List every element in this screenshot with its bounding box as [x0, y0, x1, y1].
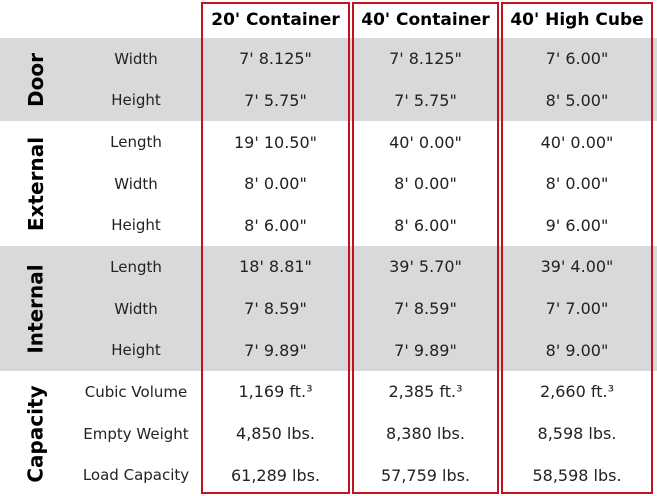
value-cell: 7' 8.59" — [244, 299, 307, 319]
value-cell: 8' 6.00" — [244, 215, 307, 235]
group-label-text: Door — [23, 52, 48, 107]
value-cell: 8' 6.00" — [394, 215, 457, 235]
value-cell: 7' 8.125" — [239, 49, 312, 69]
group-label-text: Capacity — [24, 384, 49, 483]
group-label-text: Internal — [24, 263, 49, 354]
value-cell: 39' 5.70" — [389, 257, 462, 277]
group-label: Internal — [0, 246, 72, 371]
value-cell: 7' 5.75" — [394, 90, 457, 110]
value-cell: 8' 5.00" — [545, 90, 609, 110]
row-label: Width — [114, 299, 158, 318]
row-label: Width — [114, 174, 158, 193]
column-outline — [352, 2, 499, 494]
value-cell: 39' 4.00" — [540, 257, 614, 277]
value-cell: 7' 8.59" — [394, 299, 457, 319]
column-header: 40' High Cube — [510, 10, 644, 30]
column-outline — [501, 2, 653, 494]
row-label: Height — [111, 216, 161, 235]
row-band — [0, 246, 657, 372]
value-cell: 18' 8.81" — [239, 257, 312, 277]
column-outline — [201, 2, 350, 494]
value-cell: 9' 6.00" — [545, 215, 609, 235]
group-label: Capacity — [0, 371, 72, 496]
value-cell: 4,850 lbs. — [236, 424, 315, 444]
value-cell: 61,289 lbs. — [230, 465, 321, 485]
row-label: Empty Weight — [83, 424, 189, 443]
value-cell: 58,598 lbs. — [532, 465, 622, 485]
group-label-text: External — [24, 136, 49, 231]
row-label: Load Capacity — [82, 466, 190, 485]
row-label: Length — [110, 133, 162, 152]
value-cell: 19' 10.50" — [233, 132, 317, 152]
value-cell: 57,759 lbs. — [380, 465, 471, 485]
value-cell: 8,598 lbs. — [537, 424, 617, 444]
column-header: 20' Container — [211, 10, 340, 30]
value-cell: 8,380 lbs. — [386, 424, 465, 444]
value-cell: 40' 0.00" — [540, 132, 614, 152]
value-cell: 8' 9.00" — [545, 340, 609, 360]
row-label: Length — [110, 257, 162, 276]
value-cell: 8' 0.00" — [545, 174, 609, 194]
value-cell: 7' 5.75" — [244, 90, 307, 110]
value-cell: 7' 7.00" — [545, 299, 609, 319]
column-header: 40' Container — [361, 10, 490, 30]
value-cell: 7' 6.00" — [545, 49, 609, 69]
row-label: Height — [111, 91, 161, 110]
value-cell: 7' 9.89" — [394, 340, 457, 360]
value-cell: 7' 9.89" — [244, 340, 307, 360]
value-cell: 2,660 ft.³ — [539, 382, 614, 402]
value-cell: 8' 0.00" — [394, 174, 457, 194]
group-label: Door — [0, 38, 72, 121]
value-cell: 8' 0.00" — [244, 174, 307, 194]
value-cell: 7' 8.125" — [389, 49, 462, 69]
row-band — [0, 38, 657, 122]
value-cell: 2,385 ft.³ — [388, 382, 463, 402]
group-label: External — [0, 121, 72, 246]
value-cell: 40' 0.00" — [389, 132, 462, 152]
value-cell: 1,169 ft.³ — [238, 382, 313, 402]
row-label: Width — [114, 49, 158, 68]
row-label: Height — [111, 341, 161, 360]
row-label: Cubic Volume — [84, 382, 188, 401]
